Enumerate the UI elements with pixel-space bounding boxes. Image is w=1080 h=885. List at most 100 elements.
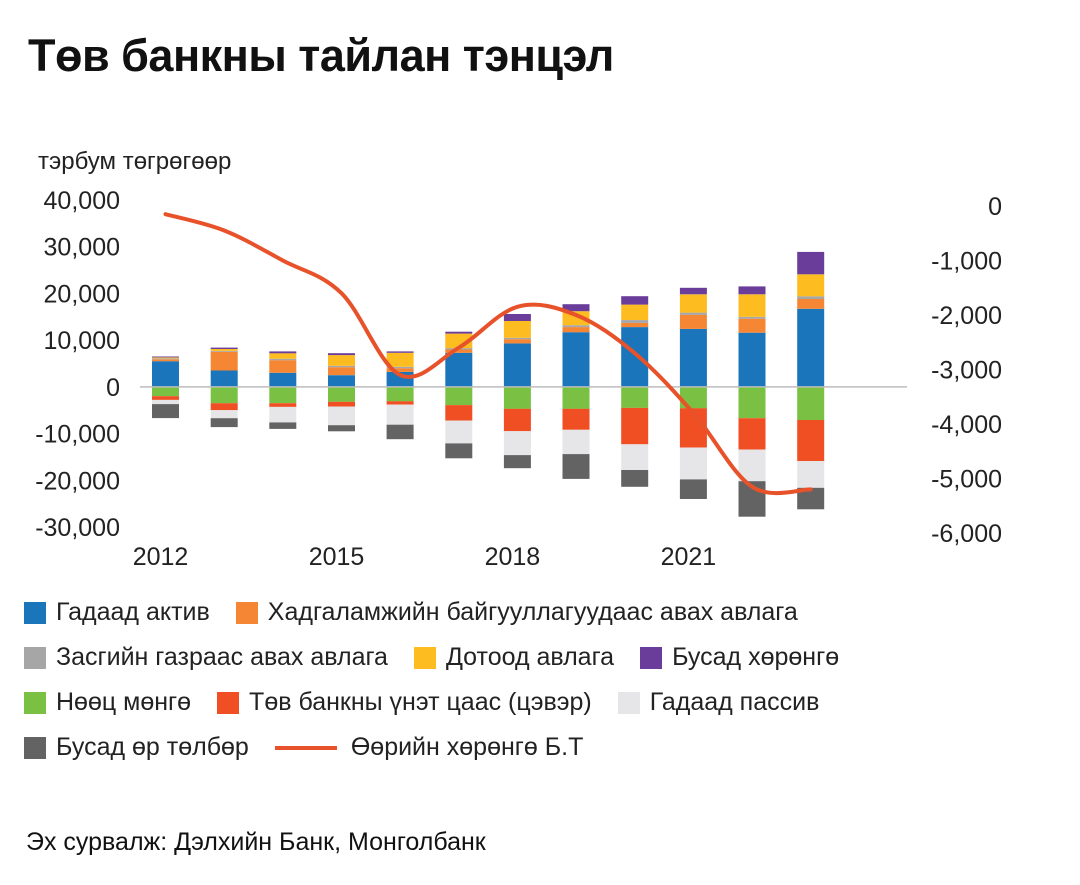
legend-line-swatch: [274, 745, 337, 750]
legend-swatch: [217, 691, 240, 714]
bar-segment: [621, 322, 649, 328]
legend-label: Гадаад актив: [56, 598, 210, 626]
bar-segment: [445, 443, 473, 459]
bar-segment: [562, 408, 590, 430]
bar-segment: [797, 420, 825, 462]
bar-segment: [562, 386, 590, 409]
legend-row: Нөөц мөнгө Төв банкны үнэт цаас (цэвэр) …: [24, 680, 1064, 725]
bar-segment: [797, 299, 825, 309]
bar-segment: [679, 287, 707, 295]
right-tick-label: -1,000: [931, 248, 1002, 276]
bar-segment: [210, 418, 238, 428]
bar-segment: [269, 406, 297, 423]
bar-segment: [621, 386, 649, 408]
legend-swatch: [413, 646, 436, 669]
legend-label: Хадгаламжийн байгууллагуудаас авах авлаг…: [267, 598, 798, 626]
legend-item: Өөрийн хөрөнгө Б.Т: [274, 733, 584, 762]
legend-row: Засгийн газраас авах авлага Дотоод авлаг…: [24, 635, 1064, 680]
bar-segment: [269, 386, 297, 404]
bar-segment: [328, 425, 355, 432]
bar-segment: [269, 422, 297, 429]
x-tick-label: 2018: [485, 543, 541, 571]
bar-segment: [210, 403, 238, 411]
bar-segment: [621, 470, 649, 487]
bar-segment: [210, 350, 238, 352]
right-tick-label: -2,000: [931, 302, 1002, 330]
right-axis-ticks: 0 -1,000 -2,000 -3,000 -4,000 -5,000 -6,000: [931, 193, 1002, 548]
x-tick-label: 2021: [661, 543, 717, 571]
bar-segment: [503, 343, 531, 387]
bar-segment: [503, 455, 531, 469]
bar-segment: [562, 454, 590, 479]
bar-segment: [152, 361, 179, 387]
left-tick-label: 0: [106, 374, 120, 402]
bar-segment: [152, 359, 179, 362]
x-axis-ticks: 2012 2015 2018 2021: [133, 543, 717, 571]
bar-segment: [386, 368, 414, 372]
bar-segment: [621, 320, 649, 323]
legend-label: Бусад өр төлбөр: [56, 733, 249, 761]
bar-segment: [445, 352, 473, 387]
bar-segment: [562, 327, 590, 333]
bar-segment: [328, 375, 355, 387]
bar-segment: [738, 286, 766, 295]
bar-segment: [445, 349, 473, 353]
bar-segment: [152, 357, 179, 359]
legend-swatch: [24, 691, 46, 714]
bar-segment: [269, 358, 297, 361]
bar-segment: [797, 251, 825, 275]
bar-segment: [621, 327, 649, 387]
legend-label: Өөрийн хөрөнгө Б.Т: [350, 733, 584, 761]
left-tick-label: 10,000: [44, 327, 120, 355]
bar-segment: [386, 351, 414, 353]
bar-segment: [328, 401, 355, 407]
legend-label: Гадаад пассив: [649, 688, 820, 716]
legend-item: Гадаад пассив: [617, 688, 820, 717]
bar-segment: [562, 332, 590, 387]
unit-label: тэрбум төгрөгөөр: [38, 148, 232, 175]
chart-title: Төв банкны тайлан тэнцэл: [28, 30, 614, 81]
bar-segment: [621, 296, 649, 305]
bar-segment: [152, 386, 179, 397]
x-tick-label: 2015: [309, 543, 365, 571]
bar-segment: [328, 355, 355, 366]
bar-segment: [562, 311, 590, 326]
bar-segment: [386, 352, 414, 367]
legend-swatch: [24, 736, 46, 759]
bar-segment: [269, 353, 297, 359]
left-tick-label: -10,000: [35, 421, 120, 449]
bar-segment: [328, 386, 355, 402]
legend-item: Засгийн газраас авах авлага: [24, 643, 388, 672]
bar-segment: [679, 328, 707, 387]
bar-segment: [621, 304, 649, 320]
bar-segment: [386, 386, 414, 402]
left-tick-label: -30,000: [35, 514, 120, 542]
bar-segment: [445, 331, 473, 334]
bar-segment: [738, 294, 766, 317]
bar-segment: [445, 420, 473, 444]
legend-swatch: [24, 646, 46, 669]
bar-segment: [503, 339, 531, 344]
series-line: [163, 212, 813, 496]
bar-segment: [152, 396, 179, 400]
legend: Гадаад актив Хадгаламжийн байгууллагууда…: [24, 590, 1064, 770]
bar-segment: [738, 332, 766, 387]
bar-segment: [210, 347, 238, 349]
bar-layer: [152, 251, 825, 517]
bar-segment: [269, 372, 297, 387]
bar-segment: [738, 318, 766, 333]
bar-segment: [797, 296, 825, 299]
bar-segment: [797, 308, 825, 387]
legend-item: Дотоод авлага: [413, 643, 614, 672]
legend-swatch: [617, 691, 640, 714]
chart-area: 40,000 30,000 20,000 10,000 0 -10,000 -20,000 -…: [35, 187, 1002, 571]
bar-segment: [328, 365, 355, 368]
bar-segment: [797, 386, 825, 421]
legend-label: Нөөц мөнгө: [56, 688, 192, 716]
bar-segment: [210, 410, 238, 419]
bar-segment: [679, 479, 707, 499]
bar-segment: [503, 431, 531, 455]
legend-item: Хадгаламжийн байгууллагуудаас авах авлаг…: [235, 598, 798, 627]
legend-row: Бусад өр төлбөр Өөрийн хөрөнгө Б.Т: [24, 725, 1064, 770]
bar-segment: [503, 321, 531, 338]
